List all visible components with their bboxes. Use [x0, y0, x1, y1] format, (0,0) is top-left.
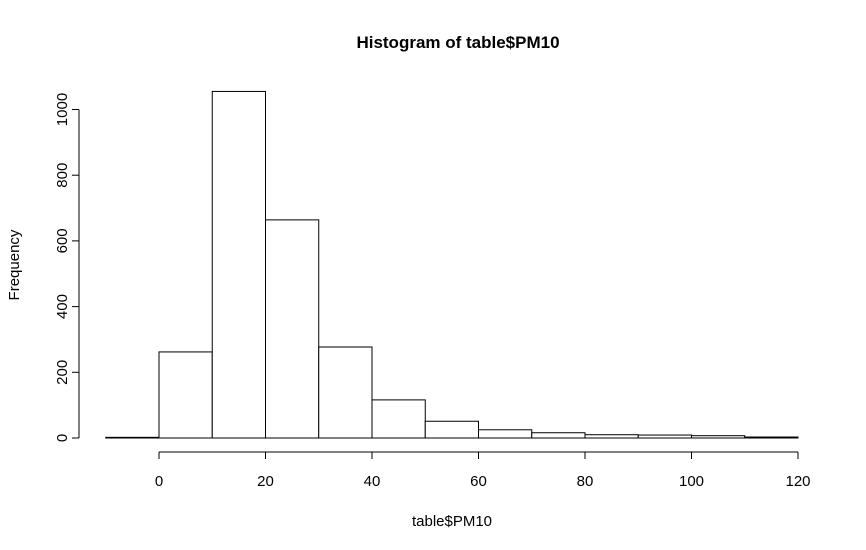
y-tick-label-4: 800 — [54, 163, 71, 188]
y-tick-label-1: 200 — [54, 360, 71, 385]
histogram-bar-3 — [265, 219, 320, 439]
histogram-bar-12 — [744, 436, 799, 439]
x-axis: 0 20 40 60 80 100 120 — [155, 451, 811, 490]
x-axis-label: table$PM10 — [412, 513, 492, 530]
histogram-bar-1 — [158, 351, 213, 439]
histogram-bar-0 — [105, 436, 160, 439]
y-tick-label-0: 0 — [54, 434, 71, 442]
histogram-bar-11 — [691, 435, 746, 439]
y-tick-label-5: 1000 — [54, 93, 71, 126]
x-tick-label-4: 80 — [577, 473, 594, 490]
histogram-bar-8 — [531, 432, 586, 439]
x-tick-label-3: 60 — [470, 473, 487, 490]
x-tick-label-2: 40 — [364, 473, 381, 490]
y-tick-label-2: 400 — [54, 294, 71, 319]
x-tick-label-1: 20 — [257, 473, 274, 490]
x-tick-label-5: 100 — [679, 473, 704, 490]
histogram-bar-10 — [637, 434, 692, 439]
histogram-bar-4 — [318, 346, 373, 439]
x-tick-label-6: 120 — [785, 473, 810, 490]
histogram-bar-7 — [478, 429, 533, 439]
x-tick-label-0: 0 — [155, 473, 163, 490]
bars-group — [105, 90, 799, 439]
histogram-bar-6 — [424, 420, 479, 439]
chart-title: Histogram of table$PM10 — [356, 33, 559, 52]
histogram-bar-2 — [211, 90, 266, 439]
y-tick-label-3: 600 — [54, 228, 71, 253]
y-axis-label: Frequency — [6, 229, 23, 300]
y-axis: 0 200 400 600 800 1000 — [54, 93, 80, 442]
histogram-bar-5 — [371, 399, 426, 439]
histogram-bar-9 — [584, 434, 639, 439]
